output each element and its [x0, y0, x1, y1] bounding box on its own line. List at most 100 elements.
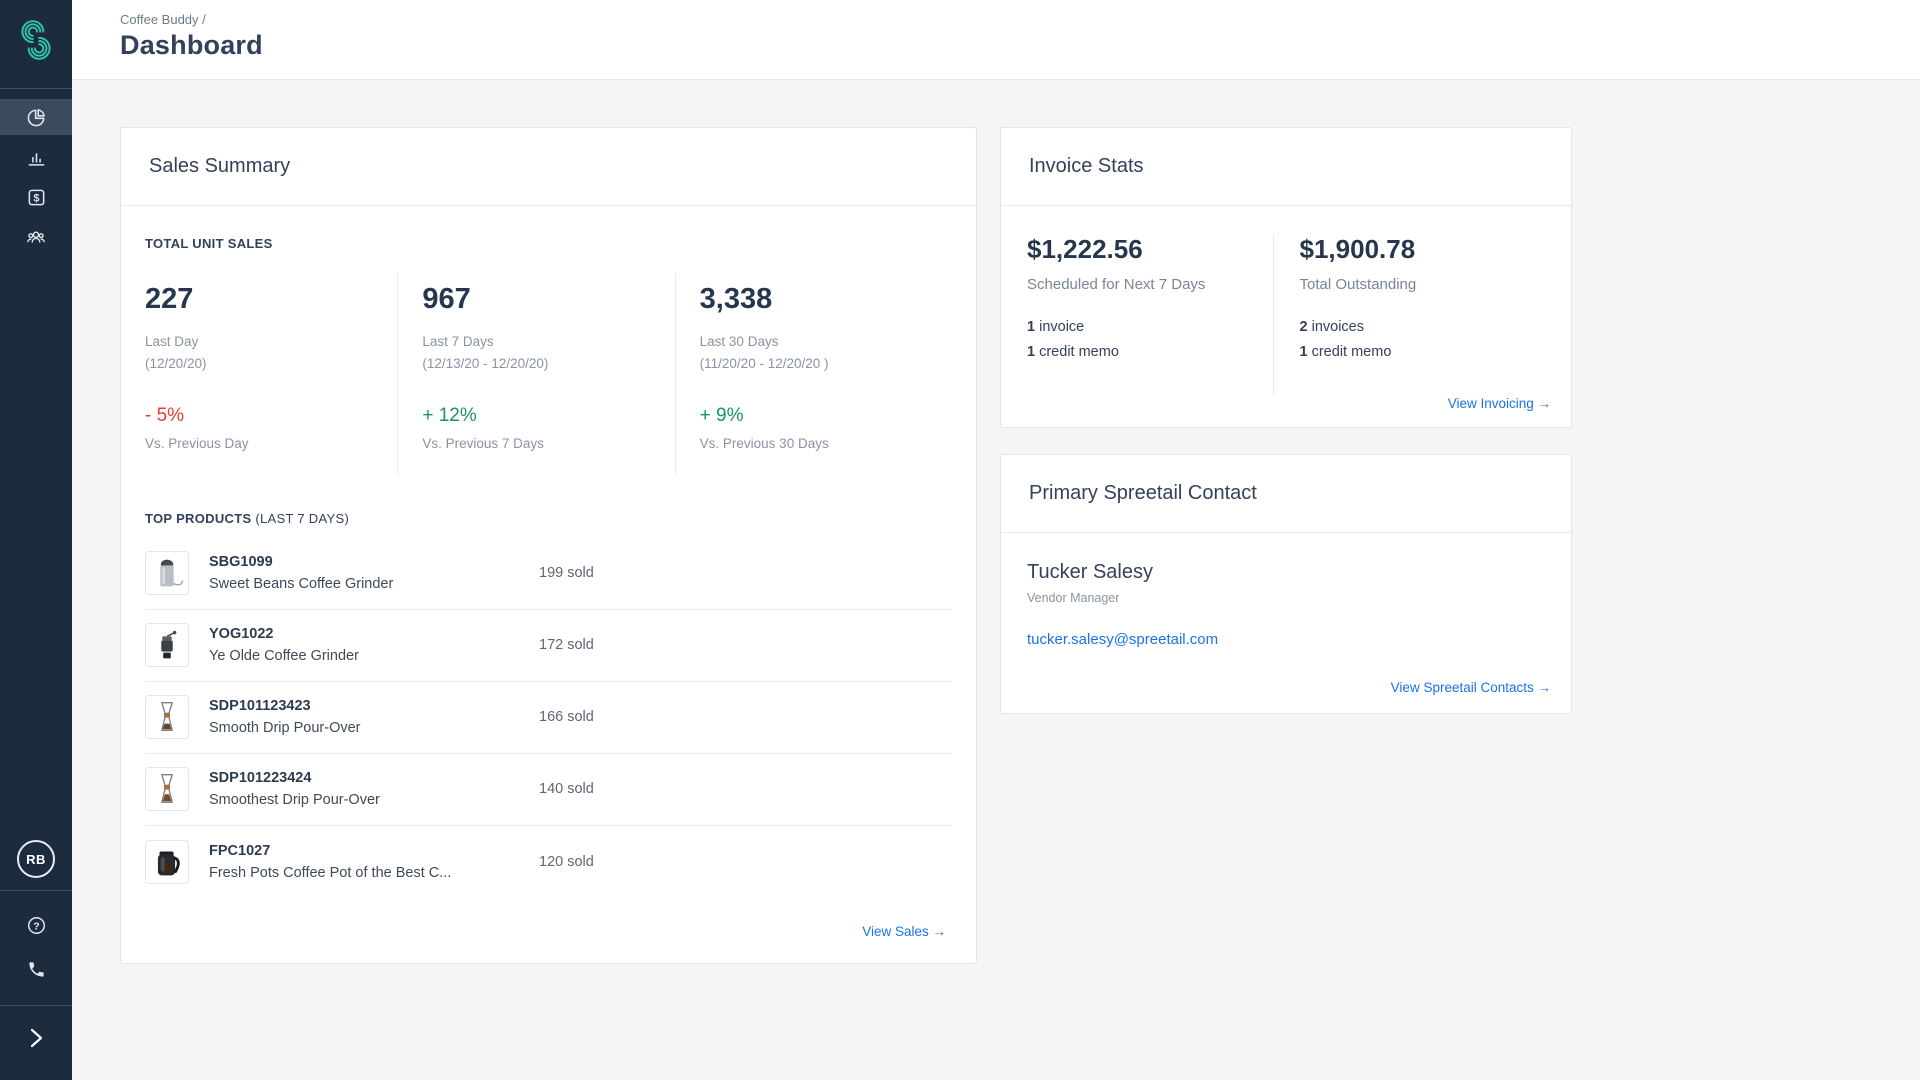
stat-period: Last 30 Days [699, 334, 779, 349]
stat-range: (12/13/20 - 12/20/20) [422, 355, 549, 371]
dollar-square-icon: $ [28, 189, 44, 205]
scheduled-detail: 1 invoice 1 credit memo [1027, 315, 1273, 366]
product-info: FPC1027 Fresh Pots Coffee Pot of the Bes… [209, 843, 539, 881]
sidebar-utility-group: ? [0, 890, 72, 1005]
product-thumbnail [145, 551, 189, 596]
product-sku: SDP101223424 [209, 770, 312, 787]
invoice-stats-body: $1,222.56 Scheduled for Next 7 Days 1 in… [1001, 206, 1571, 396]
sales-summary-header: Sales Summary [121, 128, 976, 206]
coffee-pot-image [157, 851, 180, 875]
stat-period: Last Day [145, 334, 199, 349]
outstanding-amount: $1,900.78 [1299, 234, 1416, 264]
product-sold-count: 140 sold [539, 781, 594, 798]
product-info: YOG1022 Ye Olde Coffee Grinder [209, 626, 539, 664]
product-info: SDP101223424 Smoothest Drip Pour-Over [209, 770, 539, 808]
product-thumbnail [145, 695, 189, 740]
bar-chart-icon [28, 152, 44, 166]
product-name: Fresh Pots Coffee Pot of the Best C... [209, 864, 452, 881]
stat-vs-label: Vs. Previous 7 Days [422, 435, 544, 451]
product-sku: YOG1022 [209, 626, 274, 643]
scheduled-label: Scheduled for Next 7 Days [1027, 276, 1206, 293]
stat-last-day: 227 Last Day (12/20/20) - 5% Vs. Previou… [145, 273, 397, 475]
sidebar-item-team[interactable] [0, 219, 72, 255]
pour-over-image [161, 774, 173, 804]
invoice-scheduled-column: $1,222.56 Scheduled for Next 7 Days 1 in… [1027, 234, 1273, 396]
sidebar-expand-button[interactable] [12, 1018, 60, 1058]
outstanding-detail: 2 invoices 1 credit memo [1300, 315, 1546, 366]
contact-role: Vendor Manager [1027, 591, 1120, 605]
sales-summary-title: Sales Summary [149, 155, 291, 177]
product-info: SBG1099 Sweet Beans Coffee Grinder [209, 554, 539, 592]
top-bar: Coffee Buddy / Dashboard [72, 0, 1920, 80]
top-products-list: SBG1099 Sweet Beans Coffee Grinder 199 s… [145, 538, 952, 898]
sidebar-item-analytics[interactable] [0, 139, 72, 175]
product-name: Smoothest Drip Pour-Over [209, 792, 380, 809]
sales-summary-card: Sales Summary TOTAL UNIT SALES 227 Last … [120, 127, 977, 964]
stat-value: 227 [145, 283, 194, 315]
stat-value: 3,338 [699, 283, 773, 315]
invoice-stats-title: Invoice Stats [1029, 155, 1144, 177]
scheduled-amount: $1,222.56 [1027, 234, 1143, 264]
help-button[interactable]: ? [0, 907, 72, 943]
page-title: Dashboard [120, 30, 263, 60]
product-sold-count: 120 sold [539, 853, 594, 870]
product-name: Ye Olde Coffee Grinder [209, 648, 359, 665]
spreetail-logo[interactable] [0, 0, 72, 80]
svg-text:?: ? [33, 920, 39, 932]
product-name: Sweet Beans Coffee Grinder [209, 576, 394, 593]
invoice-stats-header: Invoice Stats [1001, 128, 1571, 206]
credit-memo-line: 1 credit memo [1299, 344, 1392, 361]
svg-text:$: $ [33, 192, 39, 204]
sidebar-nav: $ [0, 88, 72, 255]
sidebar: $ RB ? [0, 0, 72, 1080]
contact-email-link[interactable]: tucker.salesy@spreetail.com [1027, 631, 1219, 648]
invoice-outstanding-column: $1,900.78 Total Outstanding 2 invoices 1… [1272, 234, 1546, 396]
contact-name: Tucker Salesy [1027, 561, 1153, 583]
electric-grinder-image [160, 559, 184, 587]
credit-memo-line: 1 credit memo [1027, 344, 1119, 361]
contact-link-row: View Spreetail Contacts → [1001, 680, 1571, 713]
product-row[interactable]: SBG1099 Sweet Beans Coffee Grinder 199 s… [145, 538, 952, 610]
stat-change: - 5% [145, 404, 185, 426]
primary-contact-body: Tucker Salesy Vendor Manager tucker.sale… [1001, 533, 1571, 680]
view-sales-link[interactable]: View Sales → [862, 923, 946, 939]
sidebar-item-invoicing[interactable]: $ [0, 179, 72, 215]
product-sold-count: 166 sold [539, 709, 594, 726]
invoice-stats-card: Invoice Stats $1,222.56 Scheduled for Ne… [1000, 127, 1572, 428]
product-thumbnail [145, 767, 189, 812]
outstanding-label: Total Outstanding [1299, 276, 1417, 293]
view-spreetail-contacts-link[interactable]: View Spreetail Contacts → [1390, 680, 1551, 695]
product-row[interactable]: FPC1027 Fresh Pots Coffee Pot of the Bes… [145, 826, 952, 898]
phone-icon [28, 961, 44, 977]
primary-contact-header: Primary Spreetail Contact [1001, 455, 1571, 533]
breadcrumb[interactable]: Coffee Buddy / [120, 12, 206, 27]
product-row[interactable]: YOG1022 Ye Olde Coffee Grinder 172 sold [145, 610, 952, 682]
product-name: Smooth Drip Pour-Over [209, 720, 361, 737]
stat-last-30-days: 3,338 Last 30 Days (11/20/20 - 12/20/20 … [674, 273, 952, 475]
unit-sales-stats-row: 227 Last Day (12/20/20) - 5% Vs. Previou… [145, 273, 952, 475]
avatar[interactable]: RB [17, 840, 55, 878]
stat-change: + 12% [422, 404, 477, 426]
product-sold-count: 199 sold [539, 565, 594, 582]
stat-change: + 9% [699, 404, 744, 426]
invoice-count-line: 1 invoice [1027, 319, 1085, 335]
primary-contact-card: Primary Spreetail Contact Tucker Salesy … [1000, 454, 1572, 714]
primary-contact-title: Primary Spreetail Contact [1029, 482, 1257, 504]
manual-grinder-image [161, 630, 177, 659]
product-thumbnail [145, 623, 189, 668]
contact-phone-button[interactable] [0, 951, 72, 987]
product-sku: FPC1027 [209, 842, 271, 859]
chevron-right-icon [30, 1028, 43, 1048]
stat-last-7-days: 967 Last 7 Days (12/13/20 - 12/20/20) + … [397, 273, 674, 475]
sidebar-item-dashboard[interactable] [0, 99, 72, 135]
avatar-initials: RB [26, 851, 46, 867]
spreetail-spiral-icon [21, 20, 51, 60]
sidebar-bottom: RB ? [0, 840, 72, 1080]
product-row[interactable]: SDP101223424 Smoothest Drip Pour-Over 14… [145, 754, 952, 826]
main-content: Sales Summary TOTAL UNIT SALES 227 Last … [72, 81, 1920, 1080]
view-invoicing-link[interactable]: View Invoicing → [1447, 396, 1551, 411]
stat-range: (11/20/20 - 12/20/20 ) [699, 355, 829, 371]
pour-over-image [161, 702, 173, 732]
product-row[interactable]: SDP101123423 Smooth Drip Pour-Over 166 s… [145, 682, 952, 754]
pie-chart-icon [27, 108, 45, 126]
